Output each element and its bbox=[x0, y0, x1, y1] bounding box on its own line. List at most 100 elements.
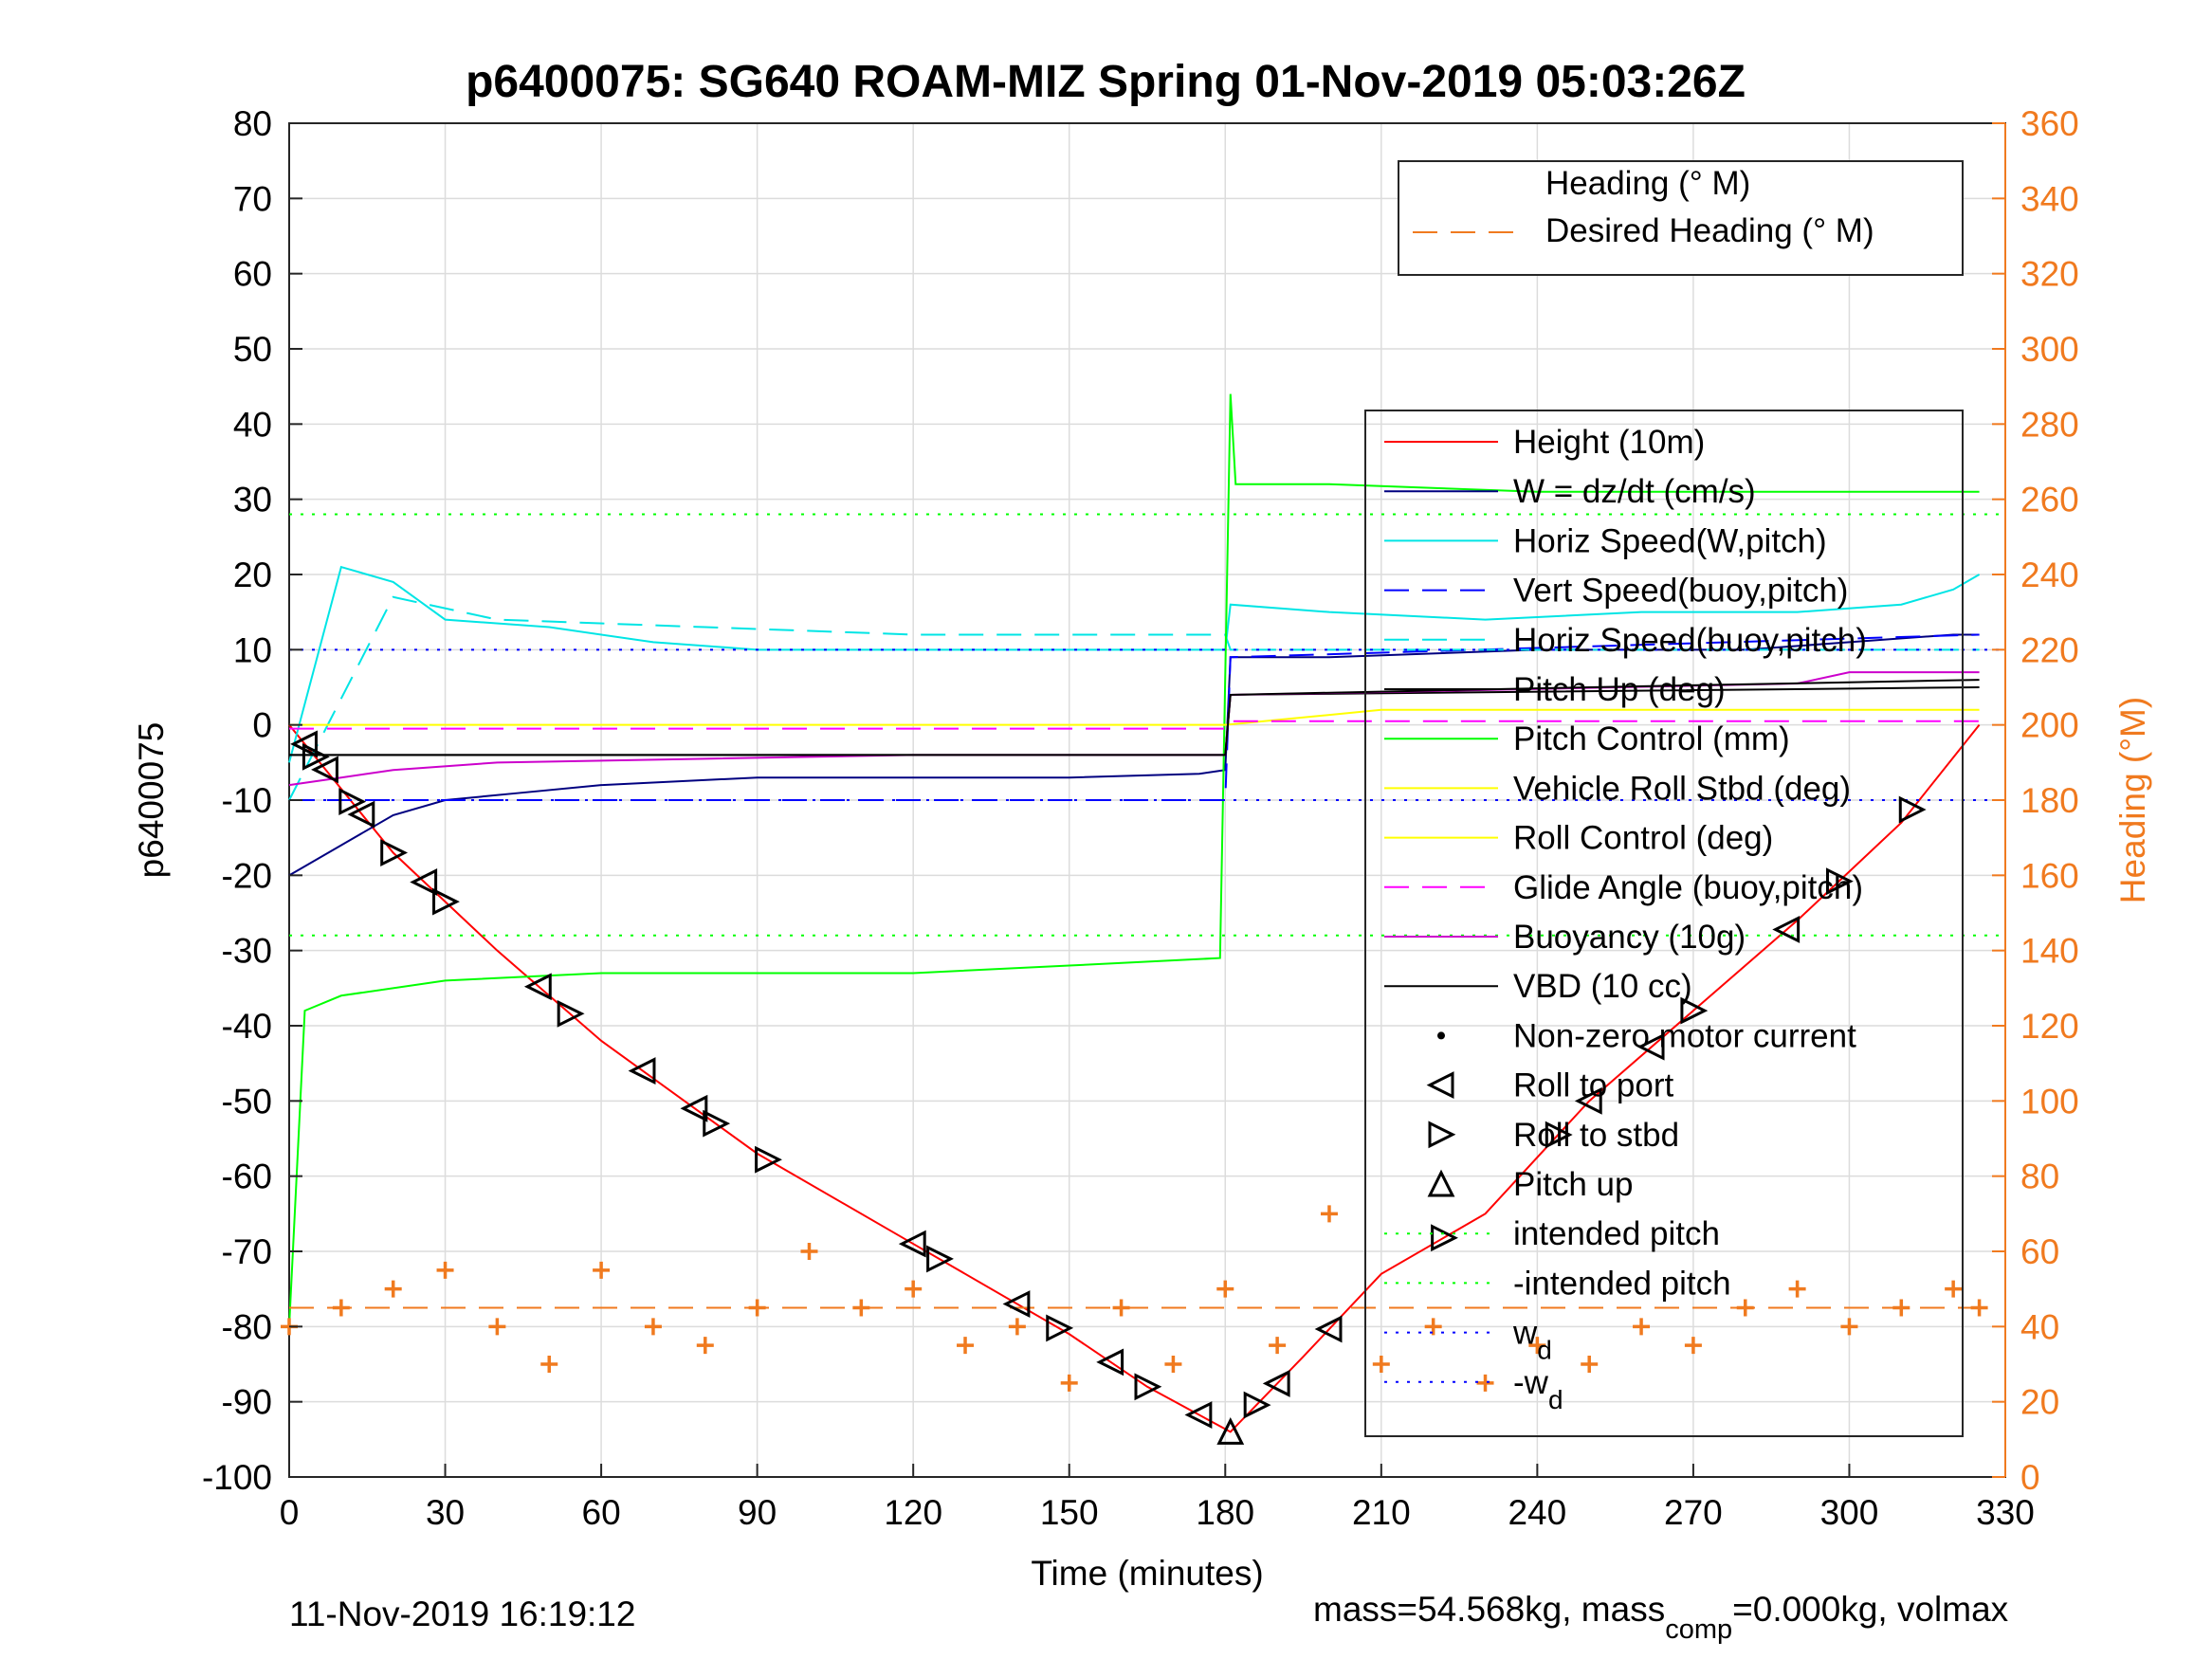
legend-main-label: Pitch Up (deg) bbox=[1513, 671, 1726, 708]
legend-main-label-text: Pitch Control (mm) bbox=[1513, 720, 1790, 757]
roll-to-stbd-marker bbox=[703, 1109, 731, 1138]
roll-to-port-marker bbox=[1772, 916, 1801, 943]
footer-mass-sub: comp bbox=[1665, 1614, 1732, 1645]
y-tick-label: 0 bbox=[252, 706, 272, 745]
y-tick-label-right: 240 bbox=[2020, 556, 2079, 594]
legend-main-label: Pitch Control (mm) bbox=[1513, 720, 1790, 757]
roll-to-port-marker bbox=[1574, 1086, 1602, 1115]
roll-to-port-marker bbox=[628, 1057, 656, 1085]
y-tick-label: -80 bbox=[222, 1307, 272, 1346]
y-ticks-right: 3603403203002802602402202001801601401201… bbox=[1992, 104, 2079, 1497]
legend-main-label: Non-zero motor current bbox=[1513, 1017, 1856, 1054]
series-line bbox=[289, 708, 1980, 726]
footer-mass-suffix: =0.000kg, volmax bbox=[1732, 1590, 2009, 1629]
y-tick-label-right: 160 bbox=[2020, 856, 2079, 895]
x-tick-label: 330 bbox=[1976, 1493, 2035, 1532]
roll-to-stbd-marker bbox=[380, 839, 409, 866]
roll-to-port-marker bbox=[680, 1094, 708, 1122]
legend-main-label-text: Buoyancy (10g) bbox=[1513, 919, 1746, 956]
legend-main: Height (10m) W = dz/dt (cm/s) Horiz Speed(… bbox=[1364, 410, 1964, 1437]
legend-main-label: VBD (10 cc) bbox=[1513, 968, 1692, 1005]
legend-main-label-text: Roll to port bbox=[1513, 1067, 1674, 1104]
legend-main-label-text: Horiz Speed(W,pitch) bbox=[1513, 522, 1827, 559]
legend-main-label-text: Pitch up bbox=[1513, 1166, 1633, 1203]
roll-to-stbd-marker bbox=[1431, 1224, 1458, 1252]
legend-heading-box bbox=[1398, 160, 1964, 276]
y-axis-label-right: Heading (°M) bbox=[2113, 697, 2152, 903]
y-tick-label: -100 bbox=[202, 1458, 272, 1497]
legend-heading-label: Heading (° M) bbox=[1545, 165, 1750, 202]
legend-main-label-text: Height (10m) bbox=[1513, 424, 1705, 461]
y-tick-label: 20 bbox=[233, 556, 272, 594]
roll-to-port-marker bbox=[898, 1230, 926, 1258]
y-tick-label: 40 bbox=[233, 405, 272, 444]
heading-point bbox=[384, 1280, 402, 1298]
legend-main-label: Horiz Speed(W,pitch) bbox=[1513, 522, 1827, 559]
series-line bbox=[288, 393, 1980, 1327]
heading-point bbox=[436, 1261, 454, 1279]
legend-main-label: Vert Speed(buoy,pitch) bbox=[1513, 573, 1848, 610]
heading-point bbox=[1788, 1280, 1806, 1298]
y-tick-label: -20 bbox=[222, 856, 272, 895]
y-tick-label: 50 bbox=[233, 330, 272, 369]
legend-main-label: Buoyancy (10g) bbox=[1513, 919, 1746, 956]
y-tick-label: -90 bbox=[222, 1383, 272, 1422]
series-line bbox=[288, 724, 1981, 1433]
legend-main-label: Vehicle Roll Stbd (deg) bbox=[1513, 770, 1851, 807]
legend-heading: Heading (° M) Desired Heading (° M) bbox=[1398, 160, 1964, 276]
roll-to-stbd-marker bbox=[1134, 1373, 1162, 1401]
heading-point bbox=[1945, 1280, 1963, 1298]
heading-point bbox=[644, 1318, 662, 1336]
legend-main-label: Roll Control (deg) bbox=[1513, 820, 1773, 857]
roll-to-port-marker bbox=[1096, 1348, 1124, 1376]
y-tick-label-right: 180 bbox=[2020, 781, 2079, 820]
legend-main-label-text: w bbox=[1512, 1315, 1538, 1352]
roll-to-port-marker bbox=[1184, 1401, 1213, 1429]
x-tick-label: 240 bbox=[1508, 1493, 1566, 1532]
y-tick-label: 70 bbox=[233, 179, 272, 218]
heading-point bbox=[905, 1280, 923, 1298]
y-tick-label: -40 bbox=[222, 1007, 272, 1046]
roll-to-stbd-marker bbox=[1898, 795, 1927, 824]
roll-to-stbd-marker bbox=[1825, 867, 1854, 896]
heading-point bbox=[1372, 1356, 1390, 1373]
series-line bbox=[289, 679, 1980, 757]
heading-point bbox=[1528, 1337, 1546, 1355]
y-ticks: 80 70 60 50 40 30 20 10 0 -10 -20 -30 -40 -50 -60 -70 -8… bbox=[202, 104, 302, 1497]
footer-mass: mass=54.568kg, masscomp=0.000kg, volmax bbox=[1313, 1590, 2009, 1645]
heading-point bbox=[1269, 1337, 1287, 1355]
heading-point bbox=[1216, 1280, 1234, 1298]
legend-main-label-text: Roll to stbd bbox=[1513, 1117, 1679, 1154]
roll-to-stbd-marker bbox=[302, 742, 330, 771]
legend-main-label-text: -w bbox=[1513, 1364, 1549, 1401]
y-tick-label-right: 60 bbox=[2020, 1232, 2059, 1271]
legend-main-label: Height (10m) bbox=[1513, 424, 1705, 461]
series-line bbox=[288, 565, 1981, 763]
x-tick-label: 150 bbox=[1040, 1493, 1099, 1532]
x-tick-label: 300 bbox=[1820, 1493, 1879, 1532]
y-tick-label-right: 140 bbox=[2020, 932, 2079, 971]
x-tick-label: 30 bbox=[426, 1493, 465, 1532]
y-tick-label: 10 bbox=[233, 630, 272, 669]
legend-main-label: Glide Angle (buoy,pitch) bbox=[1513, 869, 1863, 906]
roll-to-stbd-marker bbox=[1243, 1391, 1271, 1419]
legend-main-swatch bbox=[1426, 1071, 1454, 1100]
y-tick-label: 30 bbox=[233, 481, 272, 520]
y-tick-label-right: 320 bbox=[2020, 255, 2079, 294]
roll-to-port-marker bbox=[1002, 1290, 1031, 1318]
x-tick-label: 60 bbox=[582, 1493, 621, 1532]
legend-main-label-sub: d bbox=[1548, 1385, 1563, 1414]
legend-main-label: -wd bbox=[1513, 1364, 1563, 1414]
heading-point bbox=[1633, 1318, 1651, 1336]
roll-to-stbd-marker bbox=[1545, 1121, 1573, 1149]
y-tick-label: -30 bbox=[222, 932, 272, 971]
legend-main-label: intended pitch bbox=[1513, 1215, 1720, 1252]
legend-main-label-text: Pitch Up (deg) bbox=[1513, 671, 1726, 708]
footer-mass-prefix: mass=54.568kg, mass bbox=[1313, 1590, 1665, 1629]
legend-main-label: Pitch up bbox=[1513, 1166, 1633, 1203]
roll-to-port-marker bbox=[1636, 1032, 1665, 1061]
y-tick-label-right: 360 bbox=[2020, 104, 2079, 143]
heading-point bbox=[1164, 1356, 1182, 1373]
heading-point bbox=[488, 1318, 506, 1336]
legend-main-label-sub: d bbox=[1537, 1336, 1552, 1365]
